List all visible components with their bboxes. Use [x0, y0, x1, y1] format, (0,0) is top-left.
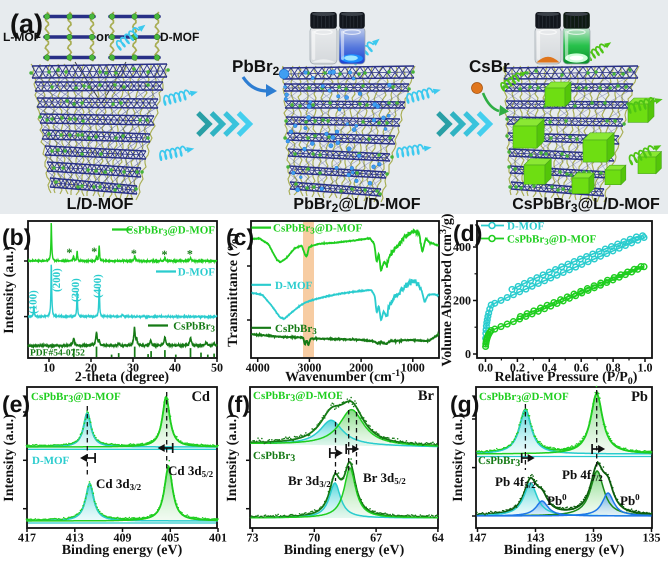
svg-text:(f): (f) [227, 391, 250, 417]
svg-text:CsPbBr3@D-MOF: CsPbBr3@D-MOF [31, 391, 121, 405]
svg-text:D-MOF: D-MOF [507, 221, 545, 233]
svg-text:CsPbBr3@D-MOF: CsPbBr3@D-MOF [507, 234, 597, 247]
svg-text:10: 10 [43, 361, 55, 375]
svg-text:67: 67 [370, 531, 382, 545]
svg-text:D-MOF: D-MOF [160, 30, 199, 44]
svg-text:*: * [187, 247, 193, 261]
svg-text:(200): (200) [51, 268, 63, 292]
svg-text:2-theta (degree): 2-theta (degree) [75, 370, 170, 385]
svg-text:139: 139 [585, 531, 603, 545]
svg-text:Intensity (a.u.): Intensity (a.u.) [2, 414, 17, 502]
svg-text:413: 413 [66, 531, 84, 545]
svg-text:0.6: 0.6 [574, 361, 589, 375]
svg-text:Wavenumber (cm-1): Wavenumber (cm-1) [285, 368, 405, 385]
svg-text:Pb: Pb [631, 389, 648, 405]
svg-text:0: 0 [465, 347, 471, 361]
svg-text:D-MOF: D-MOF [275, 280, 313, 292]
svg-text:or: or [96, 29, 109, 44]
svg-text:CsPbBr3: CsPbBr3 [478, 455, 520, 469]
svg-text:20: 20 [85, 361, 97, 375]
svg-text:(e): (e) [2, 391, 30, 417]
svg-text:3000: 3000 [297, 361, 321, 375]
svg-text:0.8: 0.8 [606, 361, 621, 375]
svg-text:PDF#54-0752: PDF#54-0752 [30, 349, 85, 359]
svg-text:70: 70 [308, 531, 320, 545]
svg-text:401: 401 [209, 531, 227, 545]
svg-text:CsPbBr3: CsPbBr3 [173, 321, 215, 334]
svg-text:D-MOF: D-MOF [178, 267, 216, 279]
svg-text:CsPbBr3@L/D-MOF: CsPbBr3@L/D-MOF [512, 196, 660, 215]
svg-text:*: * [131, 247, 137, 261]
svg-text:*: * [91, 244, 97, 258]
svg-text:Volume Absorbed (cm3/g): Volume Absorbed (cm3/g) [438, 213, 455, 366]
svg-text:(a): (a) [10, 9, 43, 39]
svg-text:Br: Br [418, 388, 435, 404]
svg-text:L/D-MOF: L/D-MOF [67, 196, 134, 213]
svg-text:0.4: 0.4 [542, 361, 557, 375]
svg-text:147: 147 [469, 531, 487, 545]
svg-text:200: 200 [453, 294, 471, 308]
svg-text:400: 400 [453, 240, 471, 254]
svg-text:CsPbBr3@D-MOF: CsPbBr3@D-MOF [273, 223, 363, 236]
svg-text:CsPbBr3@D-MOF: CsPbBr3@D-MOF [253, 390, 343, 404]
svg-text:D-MOF: D-MOF [32, 455, 70, 467]
svg-text:*: * [66, 246, 72, 260]
svg-text:Binding energy (eV): Binding energy (eV) [504, 543, 625, 558]
svg-text:50: 50 [211, 361, 223, 375]
svg-text:(400): (400) [92, 274, 104, 298]
svg-text:2000: 2000 [349, 361, 373, 375]
svg-text:PbBr2: PbBr2 [232, 57, 280, 78]
svg-text:64: 64 [432, 531, 444, 545]
svg-text:CsPbBr3@D-MOF: CsPbBr3@D-MOF [479, 391, 569, 405]
svg-text:30: 30 [127, 361, 139, 375]
svg-text:Intensity (a.u.): Intensity (a.u.) [2, 246, 17, 334]
svg-text:Pb0: Pb0 [547, 492, 567, 508]
svg-text:405: 405 [161, 531, 179, 545]
svg-text:Intensity (a.u.): Intensity (a.u.) [225, 414, 240, 502]
svg-text:PbBr2@L/D-MOF: PbBr2@L/D-MOF [293, 196, 420, 215]
svg-text:(c): (c) [226, 224, 254, 250]
svg-text:409: 409 [114, 531, 132, 545]
svg-text:417: 417 [18, 531, 36, 545]
svg-text:(g): (g) [450, 391, 479, 417]
svg-text:CsPbBr3: CsPbBr3 [253, 450, 295, 464]
svg-text:0.2: 0.2 [510, 361, 525, 375]
svg-text:Cd: Cd [191, 389, 210, 405]
svg-text:40: 40 [169, 361, 181, 375]
svg-text:*: * [162, 247, 168, 261]
svg-text:73: 73 [247, 531, 259, 545]
svg-text:Pb0: Pb0 [620, 492, 640, 508]
svg-text:1000: 1000 [401, 361, 425, 375]
svg-text:(100): (100) [28, 290, 40, 314]
svg-text:0.0: 0.0 [478, 361, 493, 375]
svg-text:Binding energy (eV): Binding energy (eV) [284, 543, 405, 558]
svg-text:(d): (d) [453, 220, 482, 246]
svg-text:(b): (b) [2, 224, 31, 250]
svg-text:CsPbBr3: CsPbBr3 [275, 323, 317, 336]
svg-text:L-MOF: L-MOF [3, 30, 41, 44]
svg-text:Relative Pressure (P/P0): Relative Pressure (P/P0) [495, 370, 638, 387]
svg-text:Intensity (a.u.): Intensity (a.u.) [451, 414, 466, 502]
svg-text:Transmittance (%): Transmittance (%) [226, 233, 241, 347]
svg-text:CsPbBr3@D-MOF: CsPbBr3@D-MOF [126, 225, 216, 238]
svg-text:143: 143 [527, 531, 545, 545]
svg-text:Binding energy (eV): Binding energy (eV) [62, 543, 183, 558]
svg-text:(300): (300) [70, 278, 82, 302]
svg-text:1.0: 1.0 [638, 361, 653, 375]
svg-text:4000: 4000 [246, 361, 270, 375]
svg-text:135: 135 [643, 531, 661, 545]
svg-text:CsBr: CsBr [469, 57, 510, 76]
